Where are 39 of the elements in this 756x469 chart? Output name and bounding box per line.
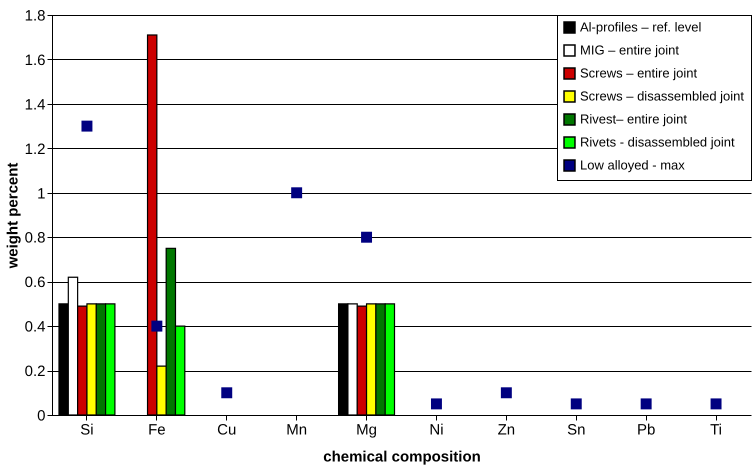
y-tick-label: 1 bbox=[37, 185, 46, 202]
legend-label: Rivest– entire joint bbox=[580, 112, 688, 126]
point bbox=[640, 398, 652, 410]
point bbox=[81, 120, 92, 132]
legend-label: Rivets - disassembled joint bbox=[580, 134, 736, 150]
x-tick-label: Zn bbox=[498, 422, 516, 438]
x-tick-label: Fe bbox=[148, 422, 166, 438]
y-axis-title: weight percent bbox=[4, 162, 22, 270]
legend-label: MIG – entire joint bbox=[580, 42, 680, 58]
y-tick-label: 1.2 bbox=[24, 140, 46, 158]
y-tick-label: 0.6 bbox=[24, 274, 46, 292]
point bbox=[291, 187, 302, 198]
point bbox=[500, 387, 512, 398]
x-tick-label: Si bbox=[80, 422, 94, 438]
point bbox=[151, 320, 162, 332]
legend-label: Al-profiles – ref. level bbox=[580, 20, 702, 34]
legend-label: Screws – entire joint bbox=[580, 66, 698, 80]
y-tick-label: 0 bbox=[37, 408, 46, 424]
x-tick-label: Cu bbox=[217, 422, 236, 438]
x-tick-label: Pb bbox=[636, 422, 656, 438]
y-tick-label: 1.4 bbox=[24, 96, 46, 114]
x-tick-label: Ni bbox=[429, 422, 444, 438]
point bbox=[710, 398, 722, 410]
point bbox=[570, 398, 582, 410]
point bbox=[430, 398, 442, 410]
y-tick-label: 1.8 bbox=[24, 8, 46, 24]
legend-label: Screws – disassembled joint bbox=[580, 88, 744, 104]
x-tick-label: Mn bbox=[286, 422, 308, 438]
x-axis-title: chemical composition bbox=[323, 448, 481, 466]
point bbox=[221, 387, 232, 398]
y-tick-label: 0.4 bbox=[24, 318, 46, 336]
x-tick-label: Mg bbox=[356, 422, 377, 438]
y-tick-label: 1.6 bbox=[24, 52, 46, 69]
x-tick-label: Sn bbox=[567, 422, 586, 438]
y-tick-label: 0.8 bbox=[24, 230, 46, 247]
legend-label: Low alloyed - max bbox=[580, 158, 686, 172]
y-tick-label: 0.2 bbox=[24, 363, 46, 380]
point bbox=[361, 232, 372, 243]
x-tick-label: Ti bbox=[710, 422, 722, 438]
